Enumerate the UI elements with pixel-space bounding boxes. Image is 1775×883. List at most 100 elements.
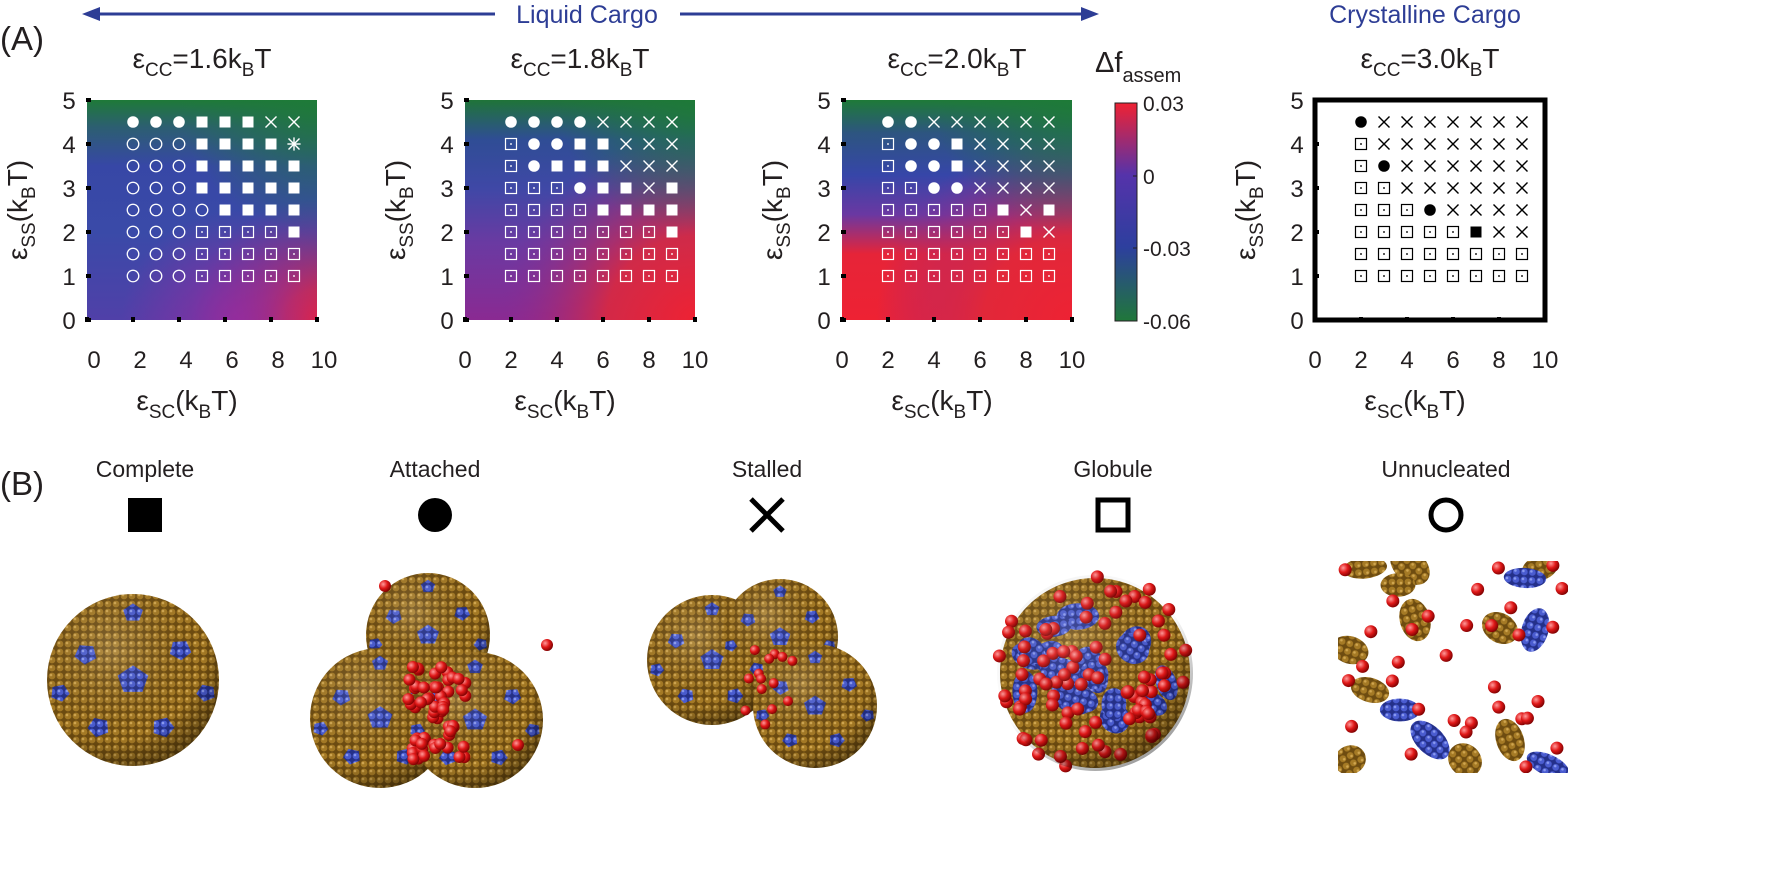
- cargo-particle: [1364, 625, 1378, 639]
- x-tick-label: 4: [1400, 347, 1413, 374]
- cargo-particle: [414, 696, 427, 709]
- data-point: [218, 225, 232, 239]
- colorbar-tick: 0: [1143, 166, 1155, 189]
- data-point: [1043, 226, 1055, 238]
- unnucleated-image: [1338, 561, 1568, 773]
- x-axis-label: εSC(kBT): [891, 385, 992, 423]
- data-point: [904, 181, 918, 195]
- x-tick-label: 2: [881, 347, 894, 374]
- cargo-particle: [455, 684, 468, 697]
- data-point: [905, 160, 917, 172]
- data-point: [219, 182, 231, 194]
- x-tick-label: 8: [642, 347, 655, 374]
- data-point: [504, 137, 518, 151]
- data-point: [172, 181, 186, 195]
- attached-capsids-image: [310, 573, 553, 788]
- colorbar: Δfassem 0.03 0 -0.03 -0.06: [1095, 47, 1191, 334]
- cargo-particle: [1471, 582, 1485, 596]
- data-point: [149, 225, 163, 239]
- data-point: [550, 247, 564, 261]
- y-tick-label: 5: [62, 88, 75, 115]
- data-point: [126, 181, 140, 195]
- data-point: [1446, 225, 1460, 239]
- data-point: [974, 138, 986, 150]
- cargo-particle: [1520, 711, 1534, 725]
- data-point: [951, 160, 963, 172]
- data-point: [904, 203, 918, 217]
- cargo-particle: [430, 681, 443, 694]
- data-point: [1377, 203, 1391, 217]
- data-point: [973, 225, 987, 239]
- data-point: [265, 182, 277, 194]
- legend-item: Globule: [1073, 456, 1153, 533]
- data-point: [1516, 226, 1528, 238]
- data-point: [642, 269, 656, 283]
- data-point: [550, 203, 564, 217]
- data-point: [881, 269, 895, 283]
- cargo-particle: [435, 661, 448, 674]
- cargo-particle: [783, 696, 794, 707]
- y-tick-label: 3: [817, 176, 830, 203]
- data-point: [1492, 247, 1506, 261]
- y-tick-label: 1: [62, 264, 75, 291]
- data-point: [1355, 116, 1367, 128]
- cargo-particle: [1386, 594, 1400, 608]
- data-point: [241, 247, 255, 261]
- data-point: [149, 159, 163, 173]
- cargo-particle: [1555, 582, 1568, 595]
- data-point: [1354, 159, 1368, 173]
- x-tick-label: 6: [973, 347, 986, 374]
- panel-label-a: (A): [0, 20, 44, 57]
- data-point: [950, 247, 964, 261]
- data-point: [1423, 247, 1437, 261]
- filled-circle-icon: [418, 498, 452, 532]
- data-point: [950, 203, 964, 217]
- data-point: [1424, 204, 1436, 216]
- y-tick-label: 1: [1290, 264, 1303, 291]
- data-point: [573, 203, 587, 217]
- cargo-particle: [1342, 674, 1356, 688]
- data-point: [1516, 182, 1528, 194]
- data-point: [574, 138, 586, 150]
- data-point: [149, 203, 163, 217]
- y-tick-label: 2: [440, 220, 453, 247]
- colorbar-tick: -0.03: [1143, 238, 1191, 261]
- globule-image: [992, 570, 1193, 773]
- data-point: [1019, 269, 1033, 283]
- data-point: [528, 116, 540, 128]
- data-point: [527, 269, 541, 283]
- x-tick-label: 8: [1019, 347, 1032, 374]
- data-point: [881, 203, 895, 217]
- data-point: [219, 204, 231, 216]
- x-tick-label: 2: [1354, 347, 1367, 374]
- data-point: [996, 247, 1010, 261]
- cargo-particle: [1447, 714, 1461, 728]
- cargo-particle: [1345, 719, 1359, 733]
- data-point: [528, 138, 540, 150]
- cargo-particle: [1546, 561, 1560, 572]
- data-point: [172, 247, 186, 261]
- data-point: [219, 160, 231, 172]
- data-point: [996, 225, 1010, 239]
- data-point: [287, 247, 301, 261]
- colorbar-tick: 0.03: [1143, 93, 1184, 116]
- legend-item: Complete: [96, 456, 194, 532]
- data-point: [264, 225, 278, 239]
- data-point: [997, 138, 1009, 150]
- data-point: [904, 269, 918, 283]
- y-tick-label: 2: [1290, 220, 1303, 247]
- data-point: [173, 116, 185, 128]
- cargo-particle: [1391, 655, 1405, 669]
- cargo-particle: [1385, 674, 1399, 688]
- data-point: [1515, 247, 1529, 261]
- x-axis-label: εSC(kBT): [1364, 385, 1465, 423]
- data-point: [973, 269, 987, 283]
- data-point: [196, 138, 208, 150]
- legend-label: Attached: [390, 456, 481, 482]
- data-point: [287, 269, 301, 283]
- data-point: [974, 160, 986, 172]
- data-point: [928, 160, 940, 172]
- data-point: [1020, 204, 1032, 216]
- data-point: [551, 116, 563, 128]
- chart-panel-2: εCC=1.8kBT 0 2 4 6 8 10 0 1 2 3 4 5 εSC(kBT) εSS(kBT): [380, 43, 708, 423]
